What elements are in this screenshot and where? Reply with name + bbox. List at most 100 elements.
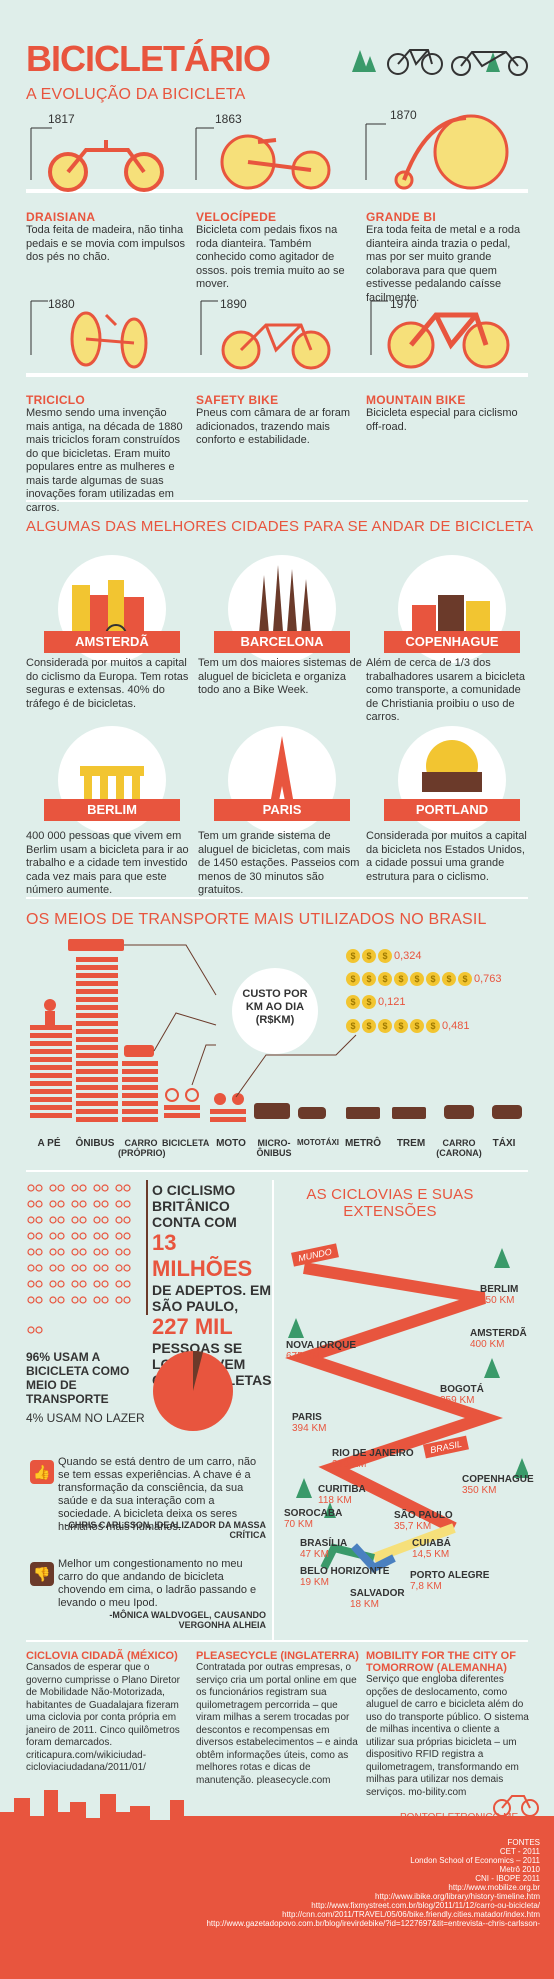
sources-title: FONTES — [507, 1838, 540, 1847]
bike-name: VELOCÍPEDE — [196, 210, 277, 224]
divider — [26, 1640, 528, 1642]
route-city: AMSTERDÃ — [470, 1328, 527, 1339]
route-km: 70 KM — [284, 1519, 313, 1530]
year-label: 1890 — [220, 297, 247, 311]
transport-label: BICICLETA — [162, 1138, 210, 1148]
thumbs-up-icon: 👍 — [30, 1460, 54, 1484]
route-label: RIO DE JANEIRO 240 KM — [332, 1448, 414, 1470]
transport-label: MICRO-ÔNIBUS — [256, 1138, 292, 1158]
route-city: NOVA IORQUE — [286, 1340, 357, 1351]
coin-icon: $ — [394, 1019, 408, 1033]
route-km: 394 KM — [292, 1423, 327, 1434]
route-km: 400 KM — [470, 1339, 505, 1350]
source-line[interactable]: http://cnn.com/2011/TRAVEL/05/06/bike.fr… — [282, 1910, 540, 1919]
pie-chart-icon — [153, 1350, 233, 1431]
shelf — [26, 373, 528, 377]
route-label: SOROCABA 70 KM — [284, 1508, 342, 1530]
city-desc: Tem um grande sistema de aluguel de bici… — [198, 830, 360, 896]
lanes-title: AS CICLOVIAS E SUAS EXTENSÕES — [306, 1186, 474, 1220]
route-km: 35,7 KM — [394, 1521, 432, 1532]
source-line[interactable]: http://www.fixmystreet.com.br/blog/2011/… — [311, 1901, 540, 1910]
pct-leisure: 4% USAM NO LAZER — [26, 1411, 145, 1425]
quote-text: Melhor um congestionamento no meu carro … — [58, 1558, 257, 1609]
route-city: SOROCABA — [284, 1508, 343, 1519]
coin-icon: $ — [378, 1019, 392, 1033]
source-line: London School of Economics – 2011 — [410, 1856, 540, 1865]
route-label: BELO HORIZONTE 19 KM — [300, 1566, 389, 1588]
uk-num1: 13 MILHÕES — [152, 1230, 253, 1281]
bike-lane-map-icon — [285, 1248, 528, 1573]
coin-icon: $ — [378, 972, 392, 986]
coin-icon: $ — [410, 1019, 424, 1033]
cost-row: $ $ $0,324 — [346, 946, 422, 964]
route-city: BELO HORIZONTE — [300, 1566, 390, 1577]
source-line[interactable]: http://www.ibike.org/library/history-tim… — [375, 1892, 540, 1901]
route-km: 7,8 KM — [410, 1581, 442, 1592]
bike-grid-icon — [27, 1184, 131, 1334]
brandenburg-gate-icon — [80, 766, 144, 816]
route-label: AMSTERDÃ 400 KM — [470, 1328, 527, 1350]
bike-desc: Bicicleta com pedais fixos na roda diant… — [196, 224, 345, 290]
bike-name: TRICICLO — [26, 393, 86, 407]
coin-icon: $ — [426, 972, 440, 986]
bikes-row2-icon — [30, 300, 510, 370]
route-label: SALVADOR 18 KM — [350, 1588, 405, 1610]
coin-icon: $ — [362, 972, 376, 986]
sagrada-familia-icon — [258, 565, 312, 645]
route-city: SÃO PAULO — [394, 1510, 453, 1521]
route-city: BERLIM — [480, 1284, 519, 1295]
uk-line2: DE ADEPTOS. EM SÃO PAULO, — [152, 1282, 272, 1314]
route-label: BRASÍLIA 47 KM — [300, 1538, 347, 1560]
bike-desc: Mesmo sendo uma invenção mais antiga, na… — [26, 407, 183, 514]
header-bikes-icon — [352, 49, 528, 76]
city-desc: Além de cerca de 1/3 dos trabalhadores u… — [366, 657, 525, 723]
route-km: 47 KM — [300, 1549, 329, 1560]
vertical-divider — [272, 1180, 274, 1640]
coin-icon: $ — [378, 949, 392, 963]
route-city: RIO DE JANEIRO — [332, 1448, 414, 1459]
footer-col: PLEASECYCLE (INGLATERRA) Contratada por … — [196, 1650, 360, 1787]
coin-icon: $ — [410, 972, 424, 986]
coin-icon: $ — [442, 972, 456, 986]
coin-icon: $ — [362, 995, 376, 1009]
coin-icon: $ — [362, 1019, 376, 1033]
route-city: CURITIBA — [318, 1484, 366, 1495]
cost-row: $ $ $ $ $ $0,481 — [346, 1016, 470, 1034]
footer-text: Contratada por outras empresas, o serviç… — [196, 1662, 358, 1786]
cost-circle — [232, 968, 318, 1054]
coin-icon: $ — [362, 949, 376, 963]
transport-label: MOTO — [216, 1138, 246, 1149]
transport-label: CARRO (PRÓPRIO) — [118, 1138, 166, 1158]
route-city: BRASÍLIA — [300, 1538, 348, 1549]
route-km: 750 KM — [480, 1295, 515, 1306]
cities-title: ALGUMAS DAS MELHORES CIDADES PARA SE AND… — [26, 518, 534, 535]
thumbs-down-icon: 👎 — [30, 1562, 54, 1586]
bike-name: DRAISIANA — [26, 210, 96, 224]
transport-label: A PÉ — [37, 1138, 61, 1149]
bike-name: GRANDE BI — [366, 210, 437, 224]
cost-label: CUSTO POR KM AO DIA (R$KM) — [242, 988, 308, 1026]
sources: FONTES CET - 2011 London School of Econo… — [14, 1838, 540, 1928]
divider — [26, 1170, 528, 1172]
route-label: COPENHAGUE 350 KM — [462, 1474, 534, 1496]
source-line[interactable]: http://www.gazetadopovo.com.br/blog/irev… — [206, 1919, 540, 1928]
quote-author: -CHRIS CARLSSON, IDEALIZADOR DA MASSA CR… — [65, 1520, 266, 1540]
transport-title: OS MEIOS DE TRANSPORTE MAIS UTILIZADOS N… — [26, 911, 487, 928]
bike-desc: Bicicleta especial para ciclismo off-roa… — [366, 407, 518, 433]
route-city: BOGOTÁ — [440, 1384, 484, 1395]
transport-label: METRÔ — [344, 1138, 382, 1149]
year-label: 1970 — [390, 297, 417, 311]
cost-row: $ $0,121 — [346, 992, 406, 1010]
coin-icon: $ — [458, 972, 472, 986]
transport-label: TREM — [396, 1138, 426, 1149]
route-km: 14,5 KM — [412, 1549, 450, 1560]
source-line[interactable]: http://www.mobilize.org.br — [448, 1883, 540, 1892]
coin-icon: $ — [346, 995, 360, 1009]
divider-bar — [146, 1180, 148, 1315]
portland-sign-icon — [422, 740, 482, 792]
footer-title: CICLOVIA CIDADÃ (MÉXICO) — [26, 1650, 178, 1662]
city-desc: Considerada por muitos a capital do cicl… — [26, 657, 189, 710]
shelf — [26, 189, 528, 193]
footer-title: MOBILITY FOR THE CITY OF TOMORROW (ALEMA… — [366, 1650, 516, 1674]
route-label: BERLIM 750 KM — [480, 1284, 518, 1306]
